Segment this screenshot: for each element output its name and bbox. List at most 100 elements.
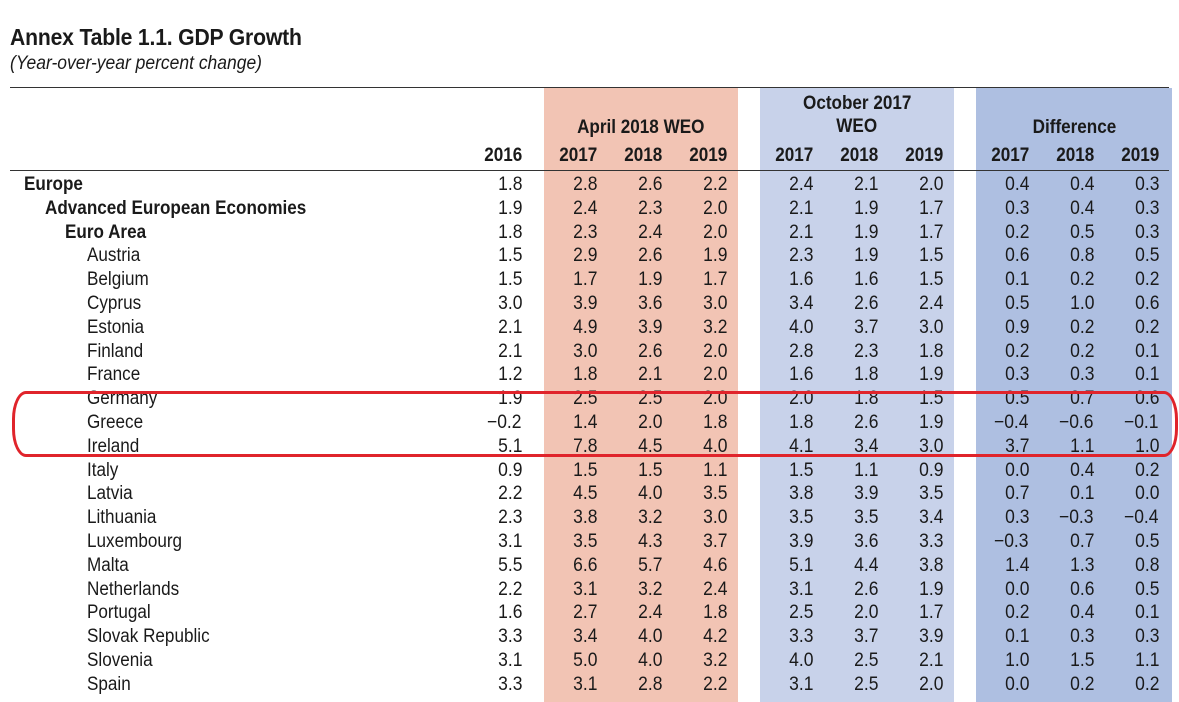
row-label: Spain (87, 673, 131, 695)
table-cell: 5.0 (572, 650, 597, 671)
table-cell: 2.0 (853, 602, 878, 624)
table-cell: 0.2 (1069, 340, 1094, 362)
table-cell: 3.0 (702, 507, 727, 529)
row-label: Slovak Republic (87, 626, 210, 648)
table-cell: 1.5 (637, 459, 662, 481)
table-cell: 4.0 (637, 650, 662, 671)
table-cell: 3.4 (918, 507, 943, 529)
table-cell: 3.1 (788, 673, 813, 695)
table-cell: 0.9 (1004, 316, 1029, 338)
table-cell: 5.1 (788, 554, 813, 576)
table-cell: 2.6 (853, 412, 878, 433)
table-cell: 2.4 (637, 221, 662, 243)
table-cell: 1.9 (918, 412, 943, 433)
table-row: Slovak Republic 3.3 3.4 4.0 4.2 3.3 3.7 3.9 0.1 0… (0, 625, 1179, 649)
table-cell: 2.3 (853, 340, 878, 362)
table-cell: 3.2 (702, 650, 727, 671)
table-cell: 3.9 (918, 626, 943, 648)
table-cell: 0.1 (1069, 483, 1094, 505)
table-cell: 2.2 (702, 174, 727, 195)
table-cell: 0.7 (1069, 531, 1094, 552)
table-row: Portugal 1.6 2.7 2.4 1.8 2.5 2.0 1.7 0.2 0.4 0.1 (0, 601, 1179, 625)
table-cell: 2.0 (918, 174, 943, 195)
table-cell: 0.5 (1134, 245, 1159, 267)
table-cell: 3.8 (788, 483, 813, 505)
table-cell: 3.9 (788, 531, 813, 552)
table-cell: 1.0 (1069, 293, 1094, 314)
table-cell: 2.8 (572, 174, 597, 195)
table-cell: 3.0 (497, 293, 522, 314)
table-cell: 0.6 (1134, 388, 1159, 410)
table-cell: 3.3 (788, 626, 813, 648)
table-row: Spain 3.3 3.1 2.8 2.2 3.1 2.5 2.0 0.0 0.2 0.2 (0, 673, 1179, 697)
difference-column-band (976, 88, 1172, 702)
table-cell: 1.2 (497, 364, 522, 386)
table-cell: 4.9 (572, 316, 597, 338)
table-row: Belgium 1.5 1.7 1.9 1.7 1.6 1.6 1.5 0.1 0.2 0.2 (0, 268, 1179, 292)
row-label: Estonia (87, 316, 145, 338)
table-cell: 1.6 (788, 364, 813, 386)
table-cell: 1.4 (572, 412, 597, 433)
table-cell: 1.7 (918, 197, 943, 219)
table-row: France 1.2 1.8 2.1 2.0 1.6 1.8 1.9 0.3 0.3 0.1 (0, 363, 1179, 387)
year-header-april-2019: 2019 (688, 145, 727, 166)
table-cell: 2.6 (853, 578, 878, 600)
table-cell: 3.1 (572, 673, 597, 695)
table-cell: 3.1 (497, 650, 522, 671)
table-cell: 2.4 (918, 293, 943, 314)
table-cell: 3.2 (702, 316, 727, 338)
table-cell: 0.5 (1134, 578, 1159, 600)
table-cell: 0.5 (1004, 388, 1029, 410)
table-cell: 2.1 (918, 650, 943, 671)
table-cell: 3.4 (572, 626, 597, 648)
table-cell: 0.2 (1004, 340, 1029, 362)
table-cell: 0.0 (1004, 459, 1029, 481)
table-cell: 3.6 (637, 293, 662, 314)
table-cell: 0.3 (1004, 364, 1029, 386)
table-cell: 1.8 (853, 364, 878, 386)
table-cell: 1.5 (497, 245, 522, 267)
table-cell: 0.2 (1134, 673, 1159, 695)
table-cell: 2.0 (702, 388, 727, 410)
table-cell: 2.5 (853, 673, 878, 695)
table-cell: 1.8 (497, 174, 522, 195)
table-cell: 4.5 (572, 483, 597, 505)
table-row: Latvia 2.2 4.5 4.0 3.5 3.8 3.9 3.5 0.7 0.1 0.0 (0, 482, 1179, 506)
group-header-october: October 2017 WEO (802, 93, 912, 137)
table-row: Slovenia 3.1 5.0 4.0 3.2 4.0 2.5 2.1 1.0 1.5 1.1 (0, 649, 1179, 673)
year-header-difference-2017: 2017 (990, 145, 1029, 166)
table-cell: 1.0 (1004, 650, 1029, 671)
table-cell: 4.6 (702, 554, 727, 576)
table-cell: 0.1 (1134, 602, 1159, 624)
table-cell: −0.6 (1059, 412, 1094, 433)
table-cell: 0.5 (1004, 293, 1029, 314)
table-cell: 2.4 (702, 578, 727, 600)
table-cell: 2.8 (788, 340, 813, 362)
table-cell: 1.1 (853, 459, 878, 481)
table-cell: 2.4 (637, 602, 662, 624)
table-row: Greece −0.2 1.4 2.0 1.8 1.8 2.6 1.9 −0.4 −0.6 −0.1 (0, 411, 1179, 435)
year-header-2016: 2016 (483, 145, 522, 166)
table-cell: 1.9 (497, 388, 522, 410)
table-cell: 2.2 (497, 483, 522, 505)
table-cell: 2.0 (788, 388, 813, 410)
table-cell: 3.7 (853, 316, 878, 338)
table-cell: 1.0 (1134, 435, 1159, 457)
table-row: Europe 1.8 2.8 2.6 2.2 2.4 2.1 2.0 0.4 0.4 0.3 (0, 173, 1179, 197)
table-cell: −0.3 (1059, 507, 1094, 529)
row-label: Portugal (87, 602, 151, 624)
table-cell: 2.1 (497, 316, 522, 338)
table-cell: 0.2 (1004, 602, 1029, 624)
table-cell: 2.6 (637, 340, 662, 362)
table-cell: 0.7 (1069, 388, 1094, 410)
table-cell: 0.0 (1004, 673, 1029, 695)
table-cell: −0.3 (994, 531, 1029, 552)
table-cell: 2.1 (788, 197, 813, 219)
table-cell: 2.1 (497, 340, 522, 362)
table-cell: 0.3 (1069, 364, 1094, 386)
row-label: Italy (87, 459, 119, 481)
table-cell: 1.6 (497, 602, 522, 624)
table-cell: 1.5 (788, 459, 813, 481)
table-cell: 3.1 (497, 531, 522, 552)
table-row: Austria 1.5 2.9 2.6 1.9 2.3 1.9 1.5 0.6 0.8 0.5 (0, 244, 1179, 268)
